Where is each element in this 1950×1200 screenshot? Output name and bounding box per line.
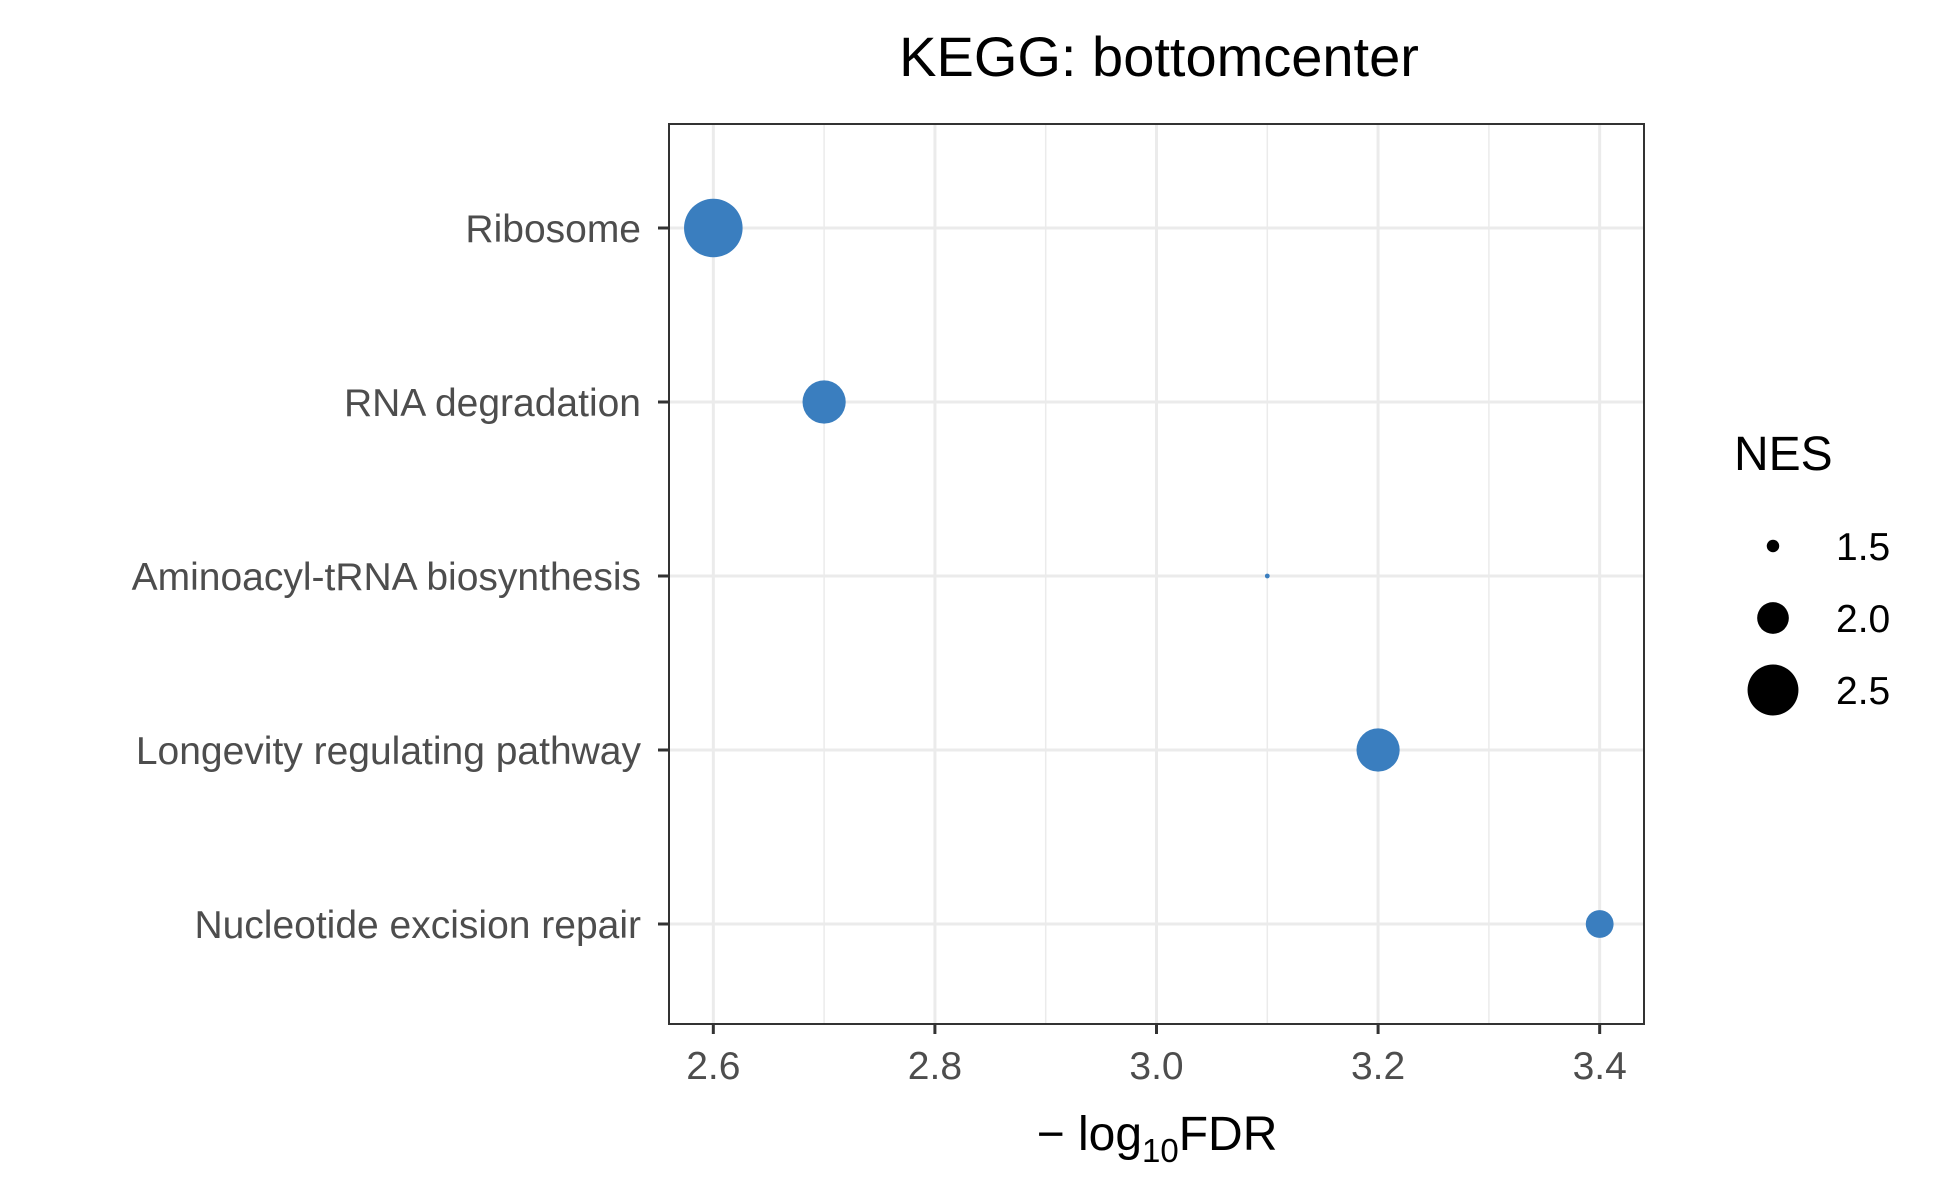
x-tick-label: 2.6	[686, 1045, 740, 1088]
legend-key	[1766, 539, 1780, 553]
x-axis-title-prefix: − log	[1037, 1108, 1142, 1161]
x-tick-label: 2.8	[908, 1045, 962, 1088]
y-axis: Ribosome RNA degradation Aminoacyl-tRNA bi…	[132, 208, 669, 947]
legend-key	[1747, 664, 1799, 716]
legend-key	[1757, 602, 1789, 634]
legend-label: 1.5	[1836, 526, 1890, 569]
x-axis-title-subscript: 10	[1142, 1132, 1179, 1169]
y-tick-label: RNA degradation	[344, 382, 641, 425]
y-tick-label: Nucleotide excision repair	[194, 904, 641, 947]
x-axis-title: − log10FDR	[1037, 1108, 1278, 1169]
data-point	[1585, 910, 1614, 938]
y-tick-label: Ribosome	[465, 208, 641, 251]
data-point	[1264, 573, 1270, 579]
x-axis-title-suffix: FDR	[1179, 1108, 1278, 1161]
legend: NES 1.5 2.0 2.5	[1734, 428, 1890, 716]
y-tick-label: Longevity regulating pathway	[136, 730, 642, 773]
x-axis: 2.6 2.8 3.0 3.2 3.4	[686, 1024, 1627, 1088]
chart-title: KEGG: bottomcenter	[899, 25, 1419, 88]
data-points	[684, 198, 1614, 938]
legend-label: 2.0	[1836, 598, 1890, 641]
y-tick-label: Aminoacyl-tRNA biosynthesis	[132, 556, 641, 599]
legend-label: 2.5	[1836, 670, 1890, 713]
data-point	[802, 380, 846, 424]
x-tick-label: 3.2	[1351, 1045, 1405, 1088]
data-point	[1356, 728, 1400, 772]
data-point	[684, 198, 743, 258]
x-tick-label: 3.0	[1129, 1045, 1183, 1088]
legend-title: NES	[1734, 428, 1833, 481]
x-tick-label: 3.4	[1573, 1045, 1627, 1088]
